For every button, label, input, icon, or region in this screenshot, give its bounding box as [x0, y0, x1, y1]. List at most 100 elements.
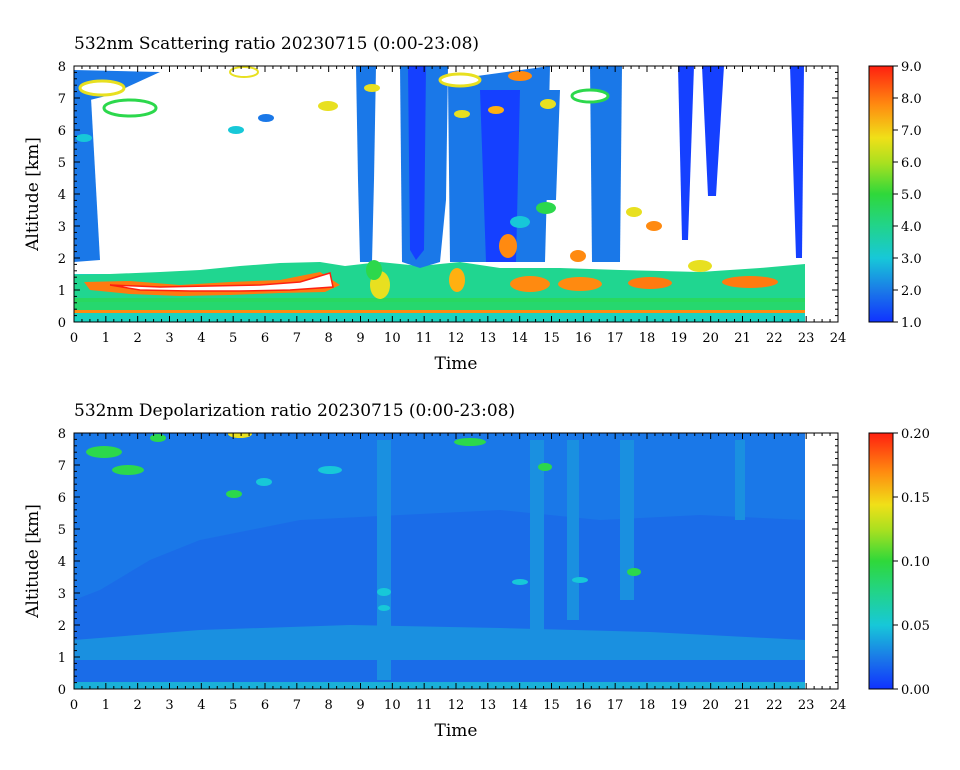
x-tick-label: 18 [639, 698, 656, 713]
aerosol-patch [449, 268, 465, 292]
cloud-patch [626, 207, 642, 217]
colorbar-tick-label: 0.10 [901, 555, 930, 570]
x-tick-label: 22 [766, 698, 783, 713]
depol-patch [318, 466, 342, 474]
cloud-patch [646, 221, 662, 231]
colorbar-tick-label: 1.0 [901, 316, 922, 331]
x-tick-label: 5 [229, 698, 237, 713]
y-tick-label: 8 [58, 60, 66, 75]
cirrus-cloud [258, 114, 274, 122]
x-tick-label: 17 [607, 698, 624, 713]
cirrus-cloud [229, 66, 259, 78]
depol-patch [256, 478, 272, 486]
x-tick-label: 12 [448, 331, 465, 346]
y-axis-label: Altitude [km] [23, 504, 43, 619]
x-axis-label: Time [435, 354, 478, 374]
cloud-patch [570, 250, 586, 262]
colorbar-ticks: 1.0 2.0 3.0 4.0 5.0 6.0 7.0 8.0 9.0 [893, 60, 922, 331]
x-tick-label: 14 [511, 331, 528, 346]
x-tick-label: 12 [448, 698, 465, 713]
x-tick-label: 11 [416, 698, 433, 713]
depol-patch [627, 568, 641, 576]
chart-title: 532nm Depolarization ratio 20230715 (0:0… [74, 401, 515, 421]
aerosol-layer-core [109, 272, 334, 292]
x-tick-label: 22 [766, 331, 783, 346]
x-tick-label: 2 [134, 331, 142, 346]
cloud-column [540, 90, 560, 200]
y-axis-label: Altitude [km] [23, 137, 43, 252]
x-tick-label: 19 [671, 698, 688, 713]
cirrus-cloud [508, 71, 532, 81]
x-tick-label: 4 [197, 331, 205, 346]
colorbar-tick-label: 3.0 [901, 252, 922, 267]
surface-line [74, 310, 805, 313]
colorbar-tick-label: 8.0 [901, 92, 922, 107]
y-tick-label: 2 [58, 619, 66, 634]
cirrus-cloud [76, 134, 92, 142]
cloud-patch [688, 260, 712, 272]
colorbar [868, 65, 894, 323]
colorbar-tick-label: 0.15 [901, 491, 930, 506]
x-tick-label: 1 [102, 698, 110, 713]
cloud-patch [499, 234, 517, 258]
x-tick-label: 13 [480, 698, 497, 713]
x-tick-label: 18 [639, 331, 656, 346]
depol-band [74, 625, 805, 660]
depol-column [735, 440, 745, 520]
x-tick-label: 9 [356, 698, 364, 713]
aerosol-patch [722, 276, 778, 288]
cirrus-cloud [570, 88, 610, 104]
depol-patch [454, 438, 486, 446]
x-tick-label: 17 [607, 331, 624, 346]
x-tick-label: 3 [165, 698, 173, 713]
cloud-column [590, 66, 622, 262]
colorbar-ticks: 0.00 0.05 0.10 0.15 0.20 [893, 427, 930, 698]
colorbar-tick-label: 9.0 [901, 60, 922, 75]
depol-patch [378, 605, 390, 611]
axes: 0 1 2 3 4 5 6 7 8 9 10 11 12 13 14 15 16 17 18 19 20 21 22 23 24… [58, 60, 847, 346]
x-axis-label: Time [435, 721, 478, 741]
depol-patch [538, 463, 552, 471]
cloud-column [408, 66, 426, 260]
chart-title: 532nm Scattering ratio 20230715 (0:00-23… [74, 34, 479, 54]
cloud-column [356, 66, 376, 262]
x-tick-label: 10 [384, 331, 401, 346]
x-tick-label: 2 [134, 698, 142, 713]
aerosol-patch [628, 277, 672, 289]
colorbar-tick-label: 0.05 [901, 619, 930, 634]
heatmap-field [74, 66, 838, 322]
x-tick-label: 5 [229, 331, 237, 346]
axes: 0 1 2 3 4 5 6 7 8 9 10 11 12 13 14 15 16 17 18 19 20 21 22 23 24… [58, 427, 847, 713]
depol-column [567, 440, 579, 620]
depol-patch [112, 465, 144, 475]
y-tick-label: 7 [58, 459, 66, 474]
aerosol-patch [558, 277, 602, 291]
x-tick-label: 0 [70, 331, 78, 346]
x-tick-label: 24 [830, 331, 847, 346]
y-tick-label: 7 [58, 92, 66, 107]
x-tick-label: 23 [798, 331, 815, 346]
cirrus-cloud [454, 110, 470, 118]
colorbar-tick-label: 6.0 [901, 156, 922, 171]
x-tick-label: 3 [165, 331, 173, 346]
x-tick-label: 21 [734, 331, 751, 346]
colorbar-tick-label: 2.0 [901, 284, 922, 299]
cirrus-cloud [318, 101, 338, 111]
x-tick-label: 7 [293, 331, 301, 346]
x-tick-label: 16 [575, 698, 592, 713]
cloud-patch [366, 260, 382, 280]
cloud-patch [510, 216, 530, 228]
x-tick-label: 15 [543, 331, 560, 346]
y-tick-label: 0 [58, 683, 66, 698]
x-tick-label: 13 [480, 331, 497, 346]
y-tick-label: 1 [58, 284, 66, 299]
depol-column [377, 440, 391, 680]
cloud-column [678, 66, 694, 240]
x-tick-label: 8 [325, 698, 333, 713]
y-tick-label: 6 [58, 491, 66, 506]
colorbar-tick-label: 5.0 [901, 188, 922, 203]
depol-patch [150, 434, 166, 442]
depol-column [620, 440, 634, 600]
y-tick-label: 5 [58, 156, 66, 171]
y-tick-label: 4 [58, 555, 66, 570]
